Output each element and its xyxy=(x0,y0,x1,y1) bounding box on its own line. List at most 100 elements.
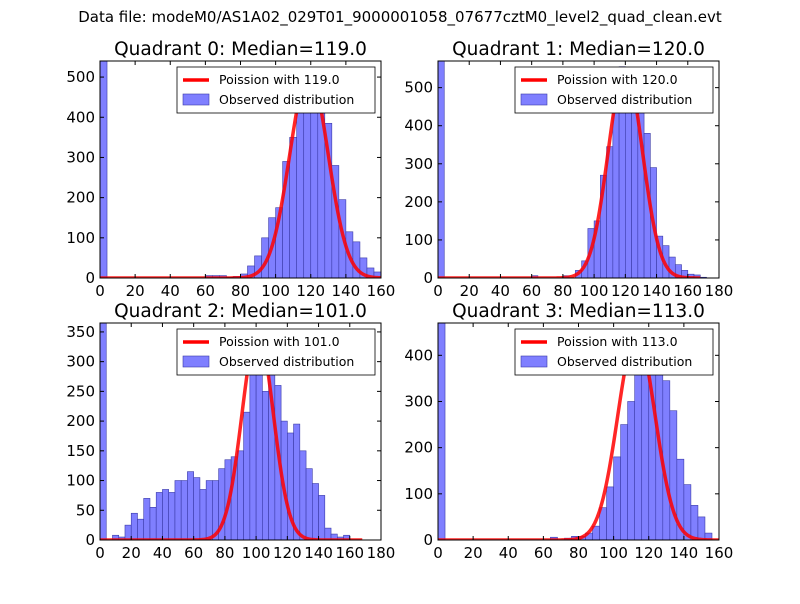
x-tick-label: 120 xyxy=(611,282,640,300)
x-tick-label: 0 xyxy=(433,544,443,562)
y-tick-label: 100 xyxy=(404,231,433,249)
histogram-bar xyxy=(373,271,381,278)
histogram-bar xyxy=(697,516,706,540)
histogram-bar xyxy=(613,456,621,540)
histogram-bar xyxy=(627,401,635,540)
x-tick-label: 160 xyxy=(705,544,734,562)
x-tick-label: 20 xyxy=(122,544,141,562)
legend-label-observed: Observed distribution xyxy=(557,92,692,107)
x-tick-label: 60 xyxy=(196,282,215,300)
x-tick-label: 0 xyxy=(95,544,105,562)
x-tick-label: 20 xyxy=(126,282,145,300)
legend: Poission with 120.0 Observed distribution xyxy=(514,66,714,114)
histogram-bar xyxy=(305,468,313,540)
plot-area xyxy=(438,61,707,278)
histogram-bar xyxy=(243,411,251,540)
histogram-bar xyxy=(249,361,257,540)
histogram-bar xyxy=(312,483,319,540)
histogram-bar xyxy=(237,450,244,540)
histogram-bar xyxy=(299,450,307,540)
legend-label-observed: Observed distribution xyxy=(557,354,692,369)
legend-bar-swatch xyxy=(182,355,210,368)
x-tick-label: 40 xyxy=(153,544,172,562)
x-tick-label: 100 xyxy=(261,282,290,300)
histogram-bar xyxy=(193,477,201,540)
histogram-bar xyxy=(180,480,188,540)
chart-panel-2: 0 20 40 60 80 100 120 140 160 1800501001502002503… xyxy=(66,301,395,562)
legend-box xyxy=(514,66,714,114)
legend-bar-swatch xyxy=(520,355,548,368)
histogram-bar xyxy=(324,527,332,540)
y-tick-label: 100 xyxy=(404,485,433,503)
histogram-bar xyxy=(199,489,207,540)
legend-label-poisson: Poission with 119.0 xyxy=(219,72,340,87)
x-tick-label: 60 xyxy=(534,544,553,562)
histogram-bar xyxy=(130,512,138,540)
y-tick-label: 250 xyxy=(66,382,95,400)
histogram-bar xyxy=(124,524,132,540)
histogram-bar xyxy=(690,505,699,540)
chart-panel-0: 0 20 40 60 80 100 120 140 160 0 100 200 300 400 500 Qua… xyxy=(66,39,395,300)
y-tick-label: 0 xyxy=(423,531,433,549)
y-tick-label: 200 xyxy=(66,189,95,207)
y-tick-label: 400 xyxy=(404,346,433,364)
x-tick-label: 160 xyxy=(367,282,396,300)
legend-box xyxy=(514,328,714,376)
chart-title: Quadrant 2: Median=101.0 xyxy=(114,301,367,322)
histogram-bar xyxy=(634,352,643,540)
x-tick-label: 140 xyxy=(332,282,361,300)
x-tick-label: 120 xyxy=(273,544,302,562)
chart-panel-1: 0 20 40 60 80 100 120 140 160 1800100200300400500… xyxy=(404,39,733,300)
plot-area xyxy=(100,61,381,278)
histogram-bar xyxy=(149,507,157,540)
chart-panel-3: 0 20 40 60 80 100 120 140 160 0 100 200 300 400 Quadra… xyxy=(404,301,733,562)
y-tick-label: 500 xyxy=(66,68,95,86)
x-tick-label: 60 xyxy=(522,282,541,300)
legend-label-poisson: Poission with 120.0 xyxy=(557,72,678,87)
y-tick-label: 400 xyxy=(404,117,433,135)
x-tick-label: 20 xyxy=(464,544,483,562)
x-tick-label: 80 xyxy=(215,544,234,562)
histogram-bar xyxy=(606,486,614,540)
x-tick-label: 160 xyxy=(673,282,702,300)
y-tick-label: 50 xyxy=(76,501,95,519)
histogram-bar xyxy=(143,498,151,540)
histogram-bar xyxy=(100,323,107,540)
histogram-bar xyxy=(303,96,312,278)
x-tick-label: 40 xyxy=(491,282,510,300)
y-tick-label: 400 xyxy=(66,108,95,126)
legend-label-observed: Observed distribution xyxy=(219,354,354,369)
histogram-bar xyxy=(438,61,445,278)
y-tick-label: 150 xyxy=(66,442,95,460)
x-tick-label: 80 xyxy=(231,282,250,300)
legend-label-poisson: Poission with 101.0 xyxy=(219,334,340,349)
x-tick-label: 100 xyxy=(242,544,271,562)
legend: Poission with 113.0 Observed distribution xyxy=(514,328,714,376)
y-tick-label: 500 xyxy=(404,79,433,97)
histogram-bar xyxy=(262,391,269,540)
x-tick-label: 100 xyxy=(580,282,609,300)
x-tick-label: 80 xyxy=(569,544,588,562)
histogram-bar xyxy=(620,424,628,540)
x-tick-label: 140 xyxy=(304,544,333,562)
y-tick-label: 100 xyxy=(66,472,95,490)
legend-bar-swatch xyxy=(182,93,210,106)
y-tick-label: 350 xyxy=(66,323,95,341)
y-tick-label: 200 xyxy=(404,193,433,211)
legend-box xyxy=(176,66,376,114)
x-tick-label: 160 xyxy=(335,544,364,562)
x-tick-label: 40 xyxy=(499,544,518,562)
x-tick-label: 140 xyxy=(642,282,671,300)
histogram-bar xyxy=(310,86,319,278)
histogram-bar xyxy=(137,518,145,540)
legend-label-poisson: Poission with 113.0 xyxy=(557,334,678,349)
x-tick-label: 180 xyxy=(367,544,396,562)
legend: Poission with 101.0 Observed distribution xyxy=(176,328,376,376)
y-tick-label: 0 xyxy=(85,531,95,549)
legend-box xyxy=(176,328,376,376)
x-tick-label: 20 xyxy=(460,282,479,300)
chart-title: Quadrant 0: Median=119.0 xyxy=(114,39,367,60)
x-tick-label: 0 xyxy=(95,282,105,300)
x-tick-label: 140 xyxy=(670,544,699,562)
